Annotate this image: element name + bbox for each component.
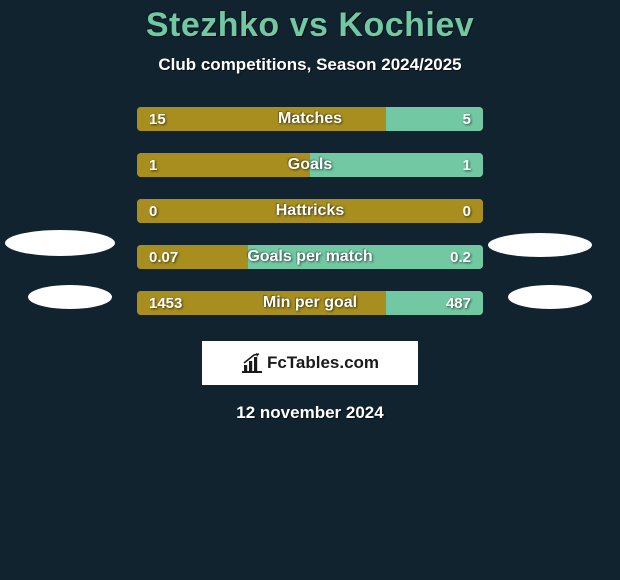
stat-row: 1453487Min per goal bbox=[137, 291, 483, 315]
bar-segment-left bbox=[137, 199, 483, 223]
stat-row: 0.070.2Goals per match bbox=[137, 245, 483, 269]
bar-segment-right bbox=[386, 107, 483, 131]
bar-segment-left bbox=[137, 291, 386, 315]
bar-segment-left bbox=[137, 245, 248, 269]
bar-segment-right bbox=[248, 245, 483, 269]
bar-segment-left bbox=[137, 153, 310, 177]
bar-segment-left bbox=[137, 107, 386, 131]
player-shadow bbox=[28, 285, 112, 309]
bar-segment-right bbox=[310, 153, 483, 177]
date-text: 12 november 2024 bbox=[0, 403, 620, 423]
chart-area: 155Matches 11Goals 00Hattricks 0.070.2Goals… bbox=[0, 107, 620, 337]
player-shadow bbox=[488, 233, 592, 257]
player-shadow bbox=[508, 285, 592, 309]
stat-row: 11Goals bbox=[137, 153, 483, 177]
subtitle: Club competitions, Season 2024/2025 bbox=[0, 55, 620, 75]
stat-row: 00Hattricks bbox=[137, 199, 483, 223]
page-title: Stezhko vs Kochiev bbox=[0, 6, 620, 45]
chart-icon bbox=[241, 353, 263, 373]
footer-brand-text: FcTables.com bbox=[267, 353, 379, 373]
bar-segment-right bbox=[386, 291, 483, 315]
footer-brand-box[interactable]: FcTables.com bbox=[202, 341, 418, 385]
player-shadow bbox=[5, 230, 115, 256]
stat-row: 155Matches bbox=[137, 107, 483, 131]
